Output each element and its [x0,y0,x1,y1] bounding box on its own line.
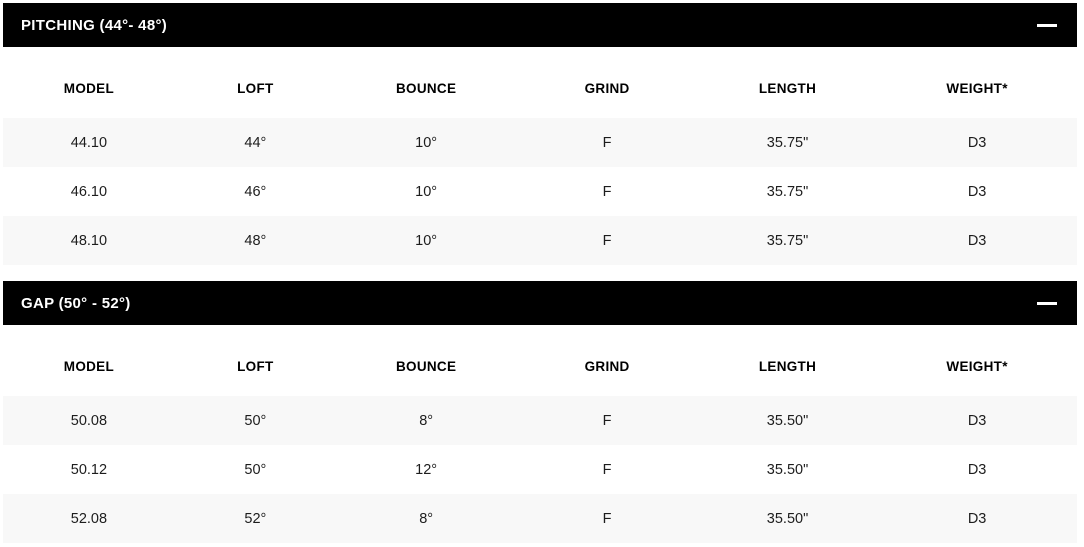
table-header-row: MODEL LOFT BOUNCE GRIND LENGTH WEIGHT* [3,47,1077,118]
cell-weight: D3 [967,232,987,249]
cell-model: 52.12 [3,543,175,547]
cell-loft: 44° [244,134,267,151]
column-header-weight: WEIGHT* [877,325,1077,396]
table-row: 50.08 50° 8° F 35.50" D3 [3,396,1077,445]
section-pitching: PITCHING (44°- 48°) MODEL LOFT BOUNCE GR… [3,3,1077,265]
cell-weight: D3 [967,412,987,429]
cell-grind: F [516,543,698,547]
cell-bounce: 10° [415,183,438,200]
cell-model: 50.12 [70,461,108,478]
column-header-grind: GRIND [516,47,698,118]
table-row: 52.12 52° 12° F 35.50" D3 [3,543,1077,547]
table-row: 52.08 52° 8° F 35.50" D3 [3,494,1077,543]
cell-loft: 50° [244,461,267,478]
collapse-minus-icon[interactable] [1037,301,1057,305]
column-header-length: LENGTH [697,325,878,396]
cell-length: 35.50" [766,510,809,527]
cell-model: 50.08 [70,412,108,429]
column-header-bounce: BOUNCE [335,325,517,396]
column-header-model: MODEL [3,325,175,396]
cell-weight: D3 [967,134,987,151]
cell-loft: 48° [244,232,267,249]
column-header-loft: LOFT [174,325,336,396]
cell-bounce: 10° [415,232,438,249]
section-title: GAP (50° - 52°) [21,294,131,312]
cell-bounce: 12° [336,543,516,547]
cell-model: 44.10 [70,134,108,151]
section-gap: GAP (50° - 52°) MODEL LOFT BOUNCE GRIND … [3,281,1077,547]
column-header-loft: LOFT [174,47,336,118]
section-header-pitching[interactable]: PITCHING (44°- 48°) [3,3,1077,47]
table-header-row: MODEL LOFT BOUNCE GRIND LENGTH WEIGHT* [3,325,1077,396]
cell-loft: 52° [244,510,267,527]
column-header-model: MODEL [3,47,175,118]
cell-model: 52.08 [70,510,108,527]
collapse-minus-icon[interactable] [1037,23,1057,27]
cell-grind: F [602,134,612,151]
table-row: 50.12 50° 12° F 35.50" D3 [3,445,1077,494]
spec-table-pitching: MODEL LOFT BOUNCE GRIND LENGTH WEIGHT* 4… [3,47,1077,265]
section-header-gap[interactable]: GAP (50° - 52°) [3,281,1077,325]
cell-loft: 52° [175,543,336,547]
table-row: 48.10 48° 10° F 35.75" D3 [3,216,1077,265]
cell-length: 35.50" [766,412,809,429]
cell-weight: D3 [967,183,987,200]
column-header-bounce: BOUNCE [335,47,517,118]
cell-model: 48.10 [70,232,108,249]
cell-weight: D3 [877,543,1077,547]
cell-grind: F [602,510,612,527]
column-header-length: LENGTH [697,47,878,118]
cell-bounce: 10° [415,134,438,151]
cell-loft: 50° [244,412,267,429]
cell-grind: F [602,461,612,478]
column-header-weight: WEIGHT* [877,47,1077,118]
cell-model: 46.10 [70,183,108,200]
cell-grind: F [602,412,612,429]
cell-bounce: 8° [419,510,434,527]
table-row: 46.10 46° 10° F 35.75" D3 [3,167,1077,216]
table-row: 44.10 44° 10° F 35.75" D3 [3,118,1077,167]
spec-table-gap: MODEL LOFT BOUNCE GRIND LENGTH WEIGHT* 5… [3,325,1077,547]
cell-length: 35.75" [766,134,809,151]
cell-weight: D3 [967,461,987,478]
cell-length: 35.75" [766,183,809,200]
cell-grind: F [602,232,612,249]
section-title: PITCHING (44°- 48°) [21,16,168,34]
cell-length: 35.50" [766,461,809,478]
cell-loft: 46° [244,183,267,200]
cell-grind: F [602,183,612,200]
cell-length: 35.50" [698,543,877,547]
cell-length: 35.75" [766,232,809,249]
cell-bounce: 12° [415,461,438,478]
cell-bounce: 8° [419,412,434,429]
column-header-grind: GRIND [516,325,698,396]
cell-weight: D3 [967,510,987,527]
